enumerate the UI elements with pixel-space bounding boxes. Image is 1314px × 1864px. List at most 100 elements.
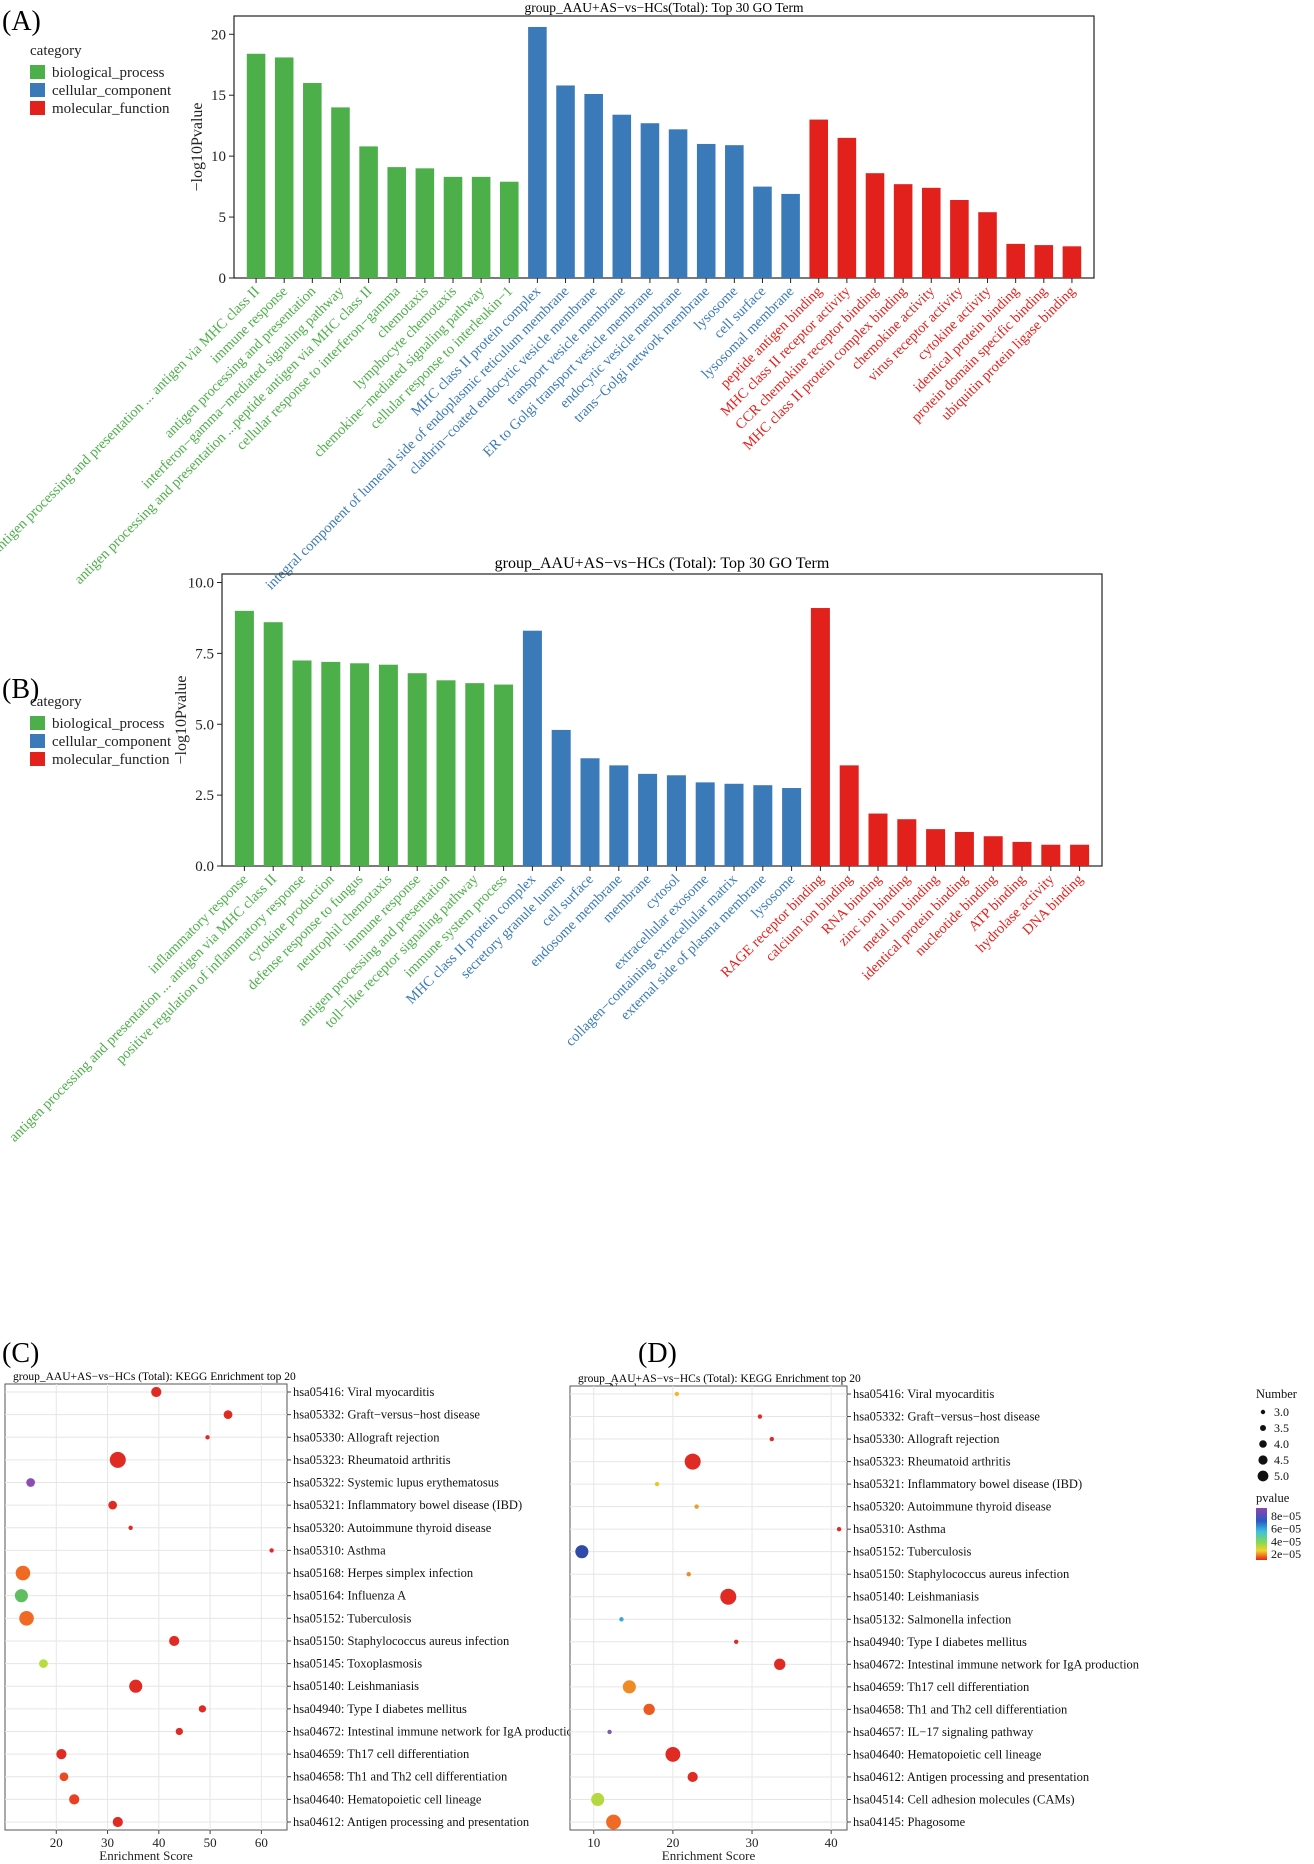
panel-label-d: (D) bbox=[638, 1338, 677, 1369]
bar-11 bbox=[528, 26, 547, 279]
y-tick-label: hsa05321: Inflammatory bowel disease (IB… bbox=[293, 1498, 522, 1512]
y-tick-label: hsa04514: Cell adhesion molecules (CAMs) bbox=[853, 1792, 1075, 1806]
y-tick-label: hsa05140: Leishmaniasis bbox=[293, 1679, 419, 1693]
bar-22 bbox=[839, 765, 859, 866]
bar-24 bbox=[897, 819, 917, 866]
point-10 bbox=[720, 1588, 737, 1605]
y-tick-label: hsa04940: Type I diabetes mellitus bbox=[853, 1635, 1027, 1649]
bar-14 bbox=[612, 114, 632, 279]
point-7 bbox=[836, 1526, 842, 1532]
bar-6 bbox=[378, 664, 398, 866]
y-tick-label: hsa05320: Autoimmune thyroid disease bbox=[853, 1500, 1052, 1514]
bar-27 bbox=[983, 836, 1003, 866]
bar-23 bbox=[865, 173, 885, 278]
plot-frame bbox=[569, 1385, 848, 1831]
y-tick-label: 20 bbox=[211, 27, 226, 43]
panel-d: (D) group_AAU+AS−vs−HCs (Total): KEGG En… bbox=[569, 1338, 1301, 1863]
y-tick-label: 0 bbox=[219, 271, 227, 287]
y-axis-label: −log10Pvalue bbox=[189, 102, 206, 191]
bar-12 bbox=[556, 85, 575, 278]
panel-label-a: (A) bbox=[2, 6, 41, 37]
legend-swatch bbox=[30, 65, 45, 79]
size-legend-label: 5.0 bbox=[1274, 1469, 1289, 1483]
bar-18 bbox=[724, 783, 744, 866]
y-tick-label: hsa04940: Type I diabetes mellitus bbox=[293, 1702, 467, 1716]
plot-frame bbox=[221, 573, 1103, 867]
point-13 bbox=[774, 1658, 786, 1670]
bar-5 bbox=[359, 146, 378, 278]
size-legend-dot bbox=[1259, 1440, 1267, 1448]
y-tick-label: hsa04658: Th1 and Th2 cell differentiati… bbox=[853, 1702, 1068, 1716]
y-tick-label: hsa05168: Herpes simplex infection bbox=[293, 1566, 474, 1580]
legend-item-label: cellular_component bbox=[52, 734, 172, 750]
bar-4 bbox=[321, 661, 341, 866]
y-tick-label: hsa05140: Leishmaniasis bbox=[853, 1590, 979, 1604]
bar-20 bbox=[782, 788, 802, 866]
bar-9 bbox=[465, 683, 485, 866]
point-9 bbox=[15, 1565, 31, 1581]
bar-26 bbox=[950, 200, 969, 278]
point-18 bbox=[687, 1771, 698, 1783]
y-tick-label: hsa04612: Antigen processing and present… bbox=[293, 1815, 530, 1829]
bar-12 bbox=[551, 729, 571, 866]
point-10 bbox=[14, 1589, 28, 1603]
y-tick-label: hsa04612: Antigen processing and present… bbox=[853, 1770, 1090, 1784]
legend-swatch bbox=[30, 716, 45, 730]
point-2 bbox=[757, 1414, 763, 1419]
bar-5 bbox=[350, 663, 370, 866]
x-tick-label: 30 bbox=[101, 1835, 114, 1850]
point-15 bbox=[643, 1703, 655, 1716]
bar-16 bbox=[668, 129, 688, 278]
y-tick-label: hsa04659: Th17 cell differentiation bbox=[853, 1680, 1030, 1694]
bar-15 bbox=[638, 773, 658, 866]
point-4 bbox=[109, 1451, 126, 1468]
point-12 bbox=[734, 1639, 739, 1644]
x-tick-label: antigen processing and presentation ... … bbox=[6, 871, 280, 1145]
bar-19 bbox=[753, 186, 772, 278]
chart-title: group_AAU+AS−vs−HCs (Total): Top 30 GO T… bbox=[495, 555, 830, 572]
y-tick-label: 10 bbox=[211, 149, 226, 165]
point-17 bbox=[56, 1749, 67, 1760]
y-tick-label: hsa05145: Toxoplasmosis bbox=[293, 1657, 422, 1671]
bar-17 bbox=[695, 782, 715, 866]
y-tick-label: hsa05332: Graft−versus−host disease bbox=[293, 1408, 480, 1422]
point-17 bbox=[665, 1747, 681, 1762]
legend-item-label: biological_process bbox=[52, 716, 165, 732]
y-tick-label: hsa04640: Hematopoietic cell lineage bbox=[853, 1747, 1042, 1761]
bar-13 bbox=[580, 758, 600, 866]
bar-3 bbox=[303, 83, 322, 278]
x-axis-label: Enrichment Score bbox=[99, 1848, 193, 1863]
point-8 bbox=[575, 1545, 589, 1559]
legend-swatch bbox=[30, 752, 45, 766]
size-legend-label: 3.5 bbox=[1274, 1421, 1289, 1435]
y-tick-label: hsa05321: Inflammatory bowel disease (IB… bbox=[853, 1477, 1082, 1491]
bar-26 bbox=[954, 831, 974, 866]
x-axis-label: Enrichment Score bbox=[662, 1848, 756, 1863]
y-tick-label: 15 bbox=[211, 88, 226, 104]
x-tick-label: 60 bbox=[255, 1835, 268, 1850]
point-14 bbox=[622, 1680, 636, 1694]
plot-frame bbox=[233, 15, 1095, 279]
y-axis-label: −log10Pvalue bbox=[173, 675, 190, 764]
point-1 bbox=[151, 1386, 162, 1398]
size-legend-dot bbox=[1257, 1470, 1269, 1482]
color-legend-label: 4e−05 bbox=[1271, 1534, 1301, 1548]
point-11 bbox=[619, 1617, 624, 1622]
point-3 bbox=[769, 1436, 775, 1442]
bar-29 bbox=[1041, 844, 1061, 866]
bar-10 bbox=[499, 181, 519, 278]
y-tick-label: 7.5 bbox=[195, 646, 214, 662]
x-tick-label: 20 bbox=[50, 1835, 63, 1850]
bar-30 bbox=[1070, 844, 1090, 866]
point-2 bbox=[223, 1410, 233, 1420]
bar-27 bbox=[978, 212, 997, 278]
bar-14 bbox=[609, 765, 629, 866]
bar-21 bbox=[810, 608, 830, 866]
point-6 bbox=[108, 1500, 118, 1510]
legend-item-label: cellular_component bbox=[52, 83, 172, 99]
point-16 bbox=[175, 1727, 183, 1736]
y-tick-label: hsa05310: Asthma bbox=[853, 1522, 946, 1536]
bar-18 bbox=[725, 145, 744, 278]
bar-13 bbox=[584, 93, 603, 279]
